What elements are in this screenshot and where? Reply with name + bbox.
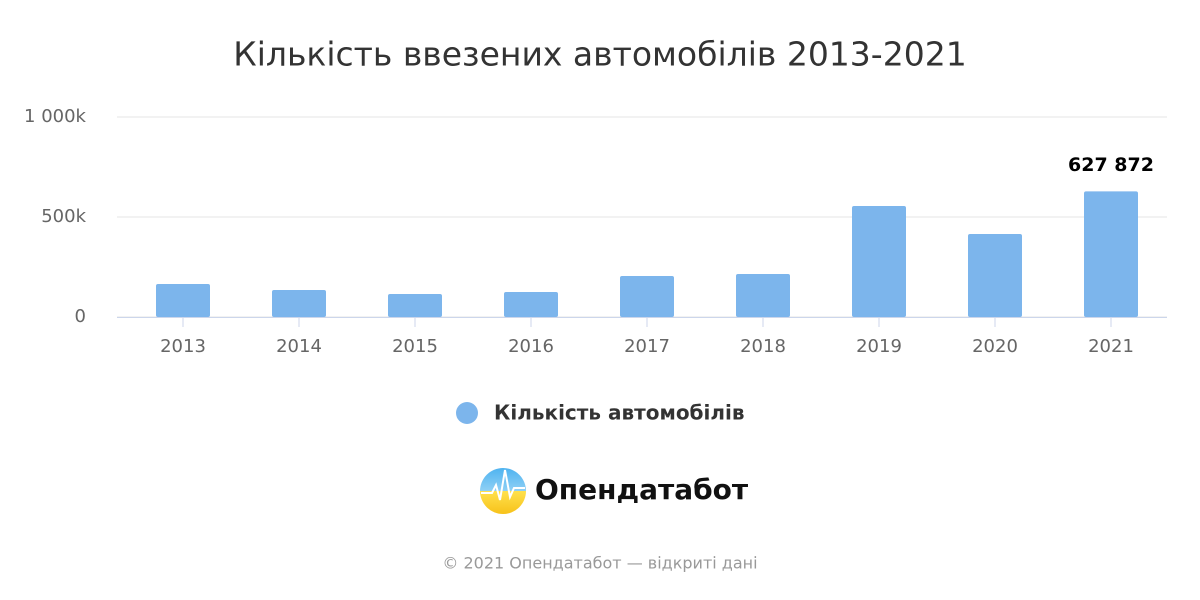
bar xyxy=(272,290,326,317)
x-tick-label: 2020 xyxy=(972,336,1018,357)
legend-marker xyxy=(456,402,478,424)
bar xyxy=(968,234,1022,317)
logo-pulse xyxy=(481,469,525,501)
x-tick-label: 2016 xyxy=(508,336,554,357)
credits: © 2021 Опендатабот — відкриті дані xyxy=(442,554,757,573)
x-tick-label: 2013 xyxy=(160,336,206,357)
x-tick-label: 2019 xyxy=(856,336,902,357)
bar xyxy=(388,294,442,317)
logo-text: Опендатабот xyxy=(535,473,749,506)
bar xyxy=(852,206,906,317)
logo: Опендатабот xyxy=(480,468,749,514)
x-tick-label: 2014 xyxy=(276,336,322,357)
y-tick-label: 1 000k xyxy=(24,106,87,127)
bar xyxy=(1084,191,1138,317)
bar xyxy=(504,292,558,317)
chart-title: Кількість ввезених автомобілів 2013-2021 xyxy=(233,35,966,74)
x-tick-label: 2021 xyxy=(1088,336,1134,357)
x-tick-label: 2017 xyxy=(624,336,670,357)
legend-label: Кількість автомобілів xyxy=(494,401,745,425)
x-tick-label: 2015 xyxy=(392,336,438,357)
data-label: 627 872 xyxy=(1068,154,1154,176)
x-tick-label: 2018 xyxy=(740,336,786,357)
bar xyxy=(736,274,790,317)
bar xyxy=(620,276,674,317)
y-tick-label: 0 xyxy=(75,306,86,327)
bar xyxy=(156,284,210,317)
logo-icon xyxy=(480,468,526,514)
y-tick-label: 500k xyxy=(41,206,86,227)
